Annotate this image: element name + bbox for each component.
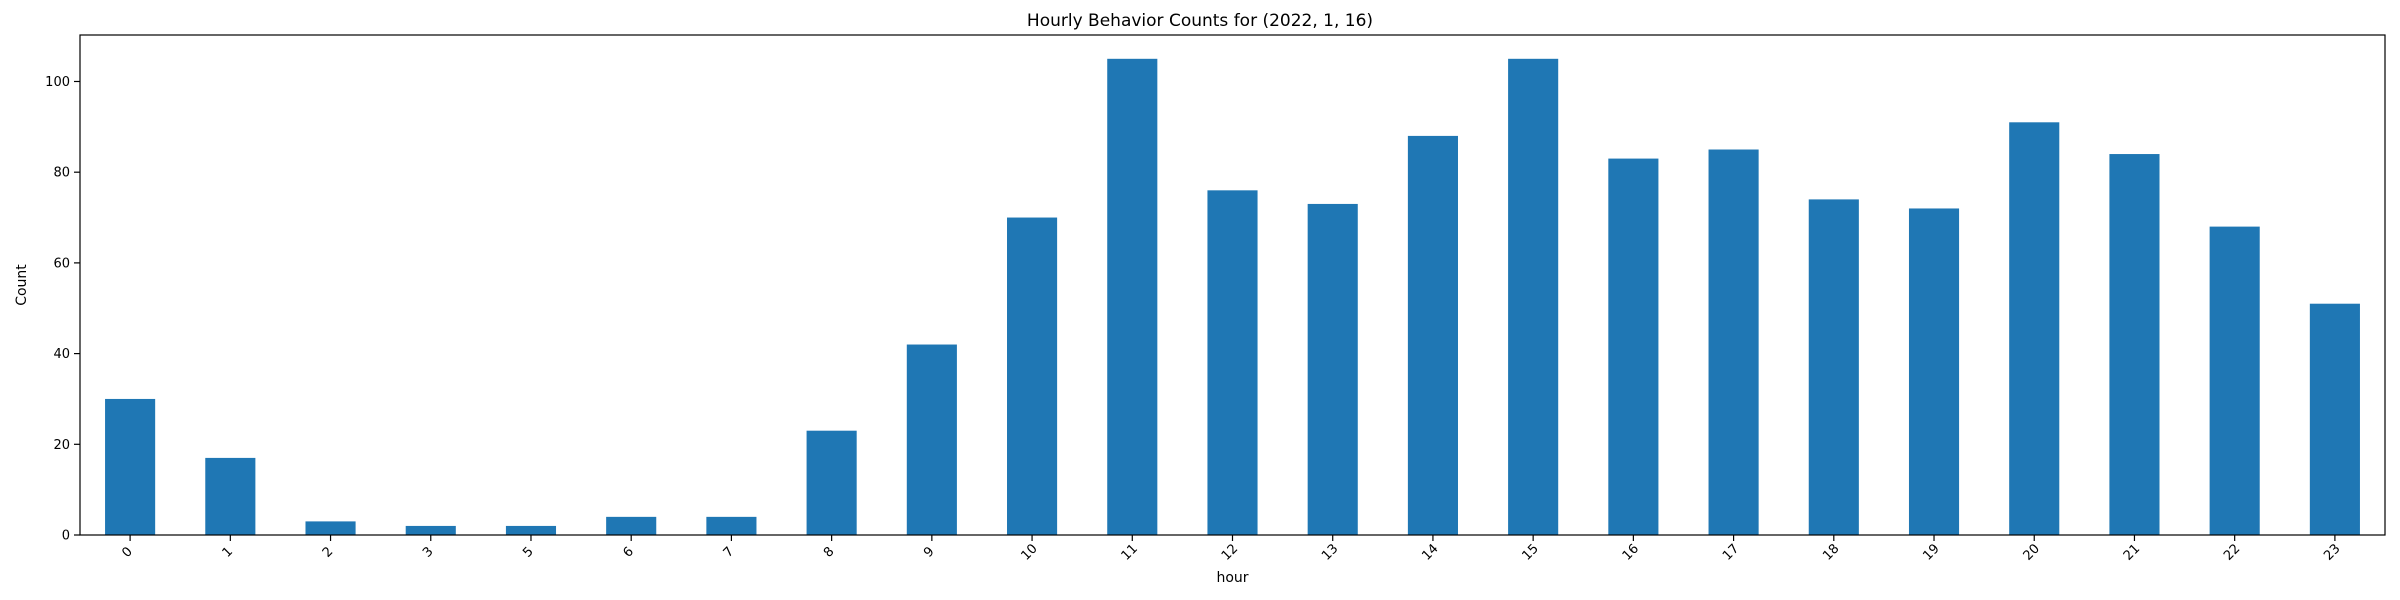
bar-hour-16 [1608, 158, 1659, 535]
y-tick-label: 80 [53, 166, 70, 181]
bar-hour-20 [2009, 122, 2060, 536]
x-tick-label: 17 [1720, 541, 1742, 563]
x-tick-label: 20 [2021, 541, 2043, 563]
bar-hour-22 [2209, 226, 2260, 535]
bar-hour-2 [305, 521, 356, 535]
x-tick-label: 15 [1520, 541, 1542, 563]
bar-hour-7 [706, 516, 757, 535]
y-tick-label: 60 [53, 256, 70, 271]
y-tick-label: 100 [45, 75, 70, 90]
x-tick-label: 13 [1319, 541, 1341, 563]
bar-hour-12 [1207, 190, 1258, 535]
bar-hour-21 [2109, 154, 2160, 536]
bar-hour-8 [806, 430, 857, 535]
x-tick-label: 1 [220, 544, 236, 560]
x-axis: 0 1 2 3 5 6 7 8 9 10 11 12 13 14 15 16 17 18 19 20 21 22 23 [119, 535, 2344, 564]
chart-title: Hourly Behavior Counts for (2022, 1, 16) [1027, 11, 1373, 31]
y-tick-label: 0 [62, 529, 70, 544]
bar-hour-13 [1307, 203, 1358, 535]
x-tick-label: 8 [821, 544, 837, 560]
bar-hour-0 [105, 398, 156, 535]
x-tick-label: 9 [921, 544, 937, 560]
x-tick-label: 3 [420, 544, 436, 560]
y-axis: 0 20 40 60 80 100 [45, 75, 80, 544]
x-tick-label: 18 [1820, 541, 1842, 563]
bar-hour-5 [505, 525, 557, 535]
plot-frame [79, 34, 2386, 536]
x-tick-label: 6 [620, 544, 636, 560]
x-tick-label: 11 [1119, 541, 1141, 563]
x-tick-label: 7 [721, 544, 737, 560]
x-tick-label: 19 [1920, 541, 1942, 563]
x-tick-label: 12 [1219, 541, 1241, 563]
x-tick-label: 10 [1018, 541, 1040, 563]
bar-hour-15 [1508, 58, 1559, 536]
x-tick-label: 21 [2121, 541, 2143, 563]
x-tick-label: 0 [119, 544, 135, 560]
bar-hour-11 [1107, 58, 1158, 536]
x-tick-label: 2 [320, 544, 336, 560]
bar-hour-10 [1007, 217, 1058, 536]
x-tick-label: 14 [1419, 541, 1441, 563]
x-tick-label: 16 [1620, 541, 1642, 563]
x-axis-label: hour [1216, 570, 1248, 586]
bar-hour-1 [205, 457, 256, 535]
y-tick-label: 20 [53, 438, 70, 453]
bar-hour-17 [1708, 149, 1759, 536]
bar-hour-6 [606, 516, 657, 535]
bar-hour-3 [405, 525, 456, 535]
bar-hour-18 [1808, 199, 1859, 535]
bars-group [105, 58, 2360, 536]
bar-hour-19 [1908, 208, 1960, 535]
bar-hour-23 [2309, 303, 2360, 535]
bar-hour-14 [1407, 135, 1458, 535]
y-tick-label: 40 [53, 347, 70, 362]
x-tick-label: 22 [2221, 541, 2243, 563]
x-tick-label: 23 [2321, 541, 2343, 563]
x-tick-label: 5 [520, 544, 536, 560]
bar-hour-9 [906, 344, 957, 535]
y-axis-label: Count [14, 264, 30, 306]
